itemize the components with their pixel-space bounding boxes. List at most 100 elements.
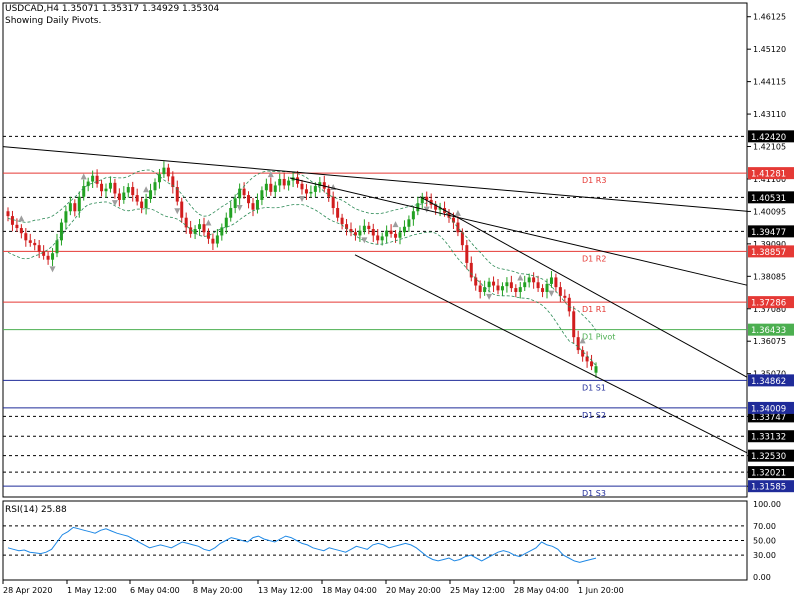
rsi-line	[7, 526, 597, 563]
candle-body	[157, 174, 161, 183]
price-badge	[748, 130, 794, 143]
main-panel-frame	[2, 2, 748, 498]
fractal-up-marker	[579, 337, 586, 344]
candle-body	[407, 219, 411, 227]
candle-body	[353, 232, 357, 236]
candle-body	[162, 167, 166, 175]
candle-body	[478, 285, 482, 292]
candle-body	[251, 203, 255, 210]
candle-body	[545, 283, 549, 292]
candle-body	[460, 232, 464, 246]
candle-body	[135, 195, 139, 202]
candle-body	[229, 208, 233, 218]
candle-body	[572, 311, 576, 338]
candle-body	[425, 196, 429, 200]
candle-body	[304, 189, 308, 194]
fractal-down-marker	[299, 195, 305, 202]
fractal-up-marker	[454, 209, 461, 216]
pivot-level-label: D1 S2	[582, 411, 606, 420]
candle-body	[10, 216, 14, 225]
candle-body	[340, 217, 344, 225]
candle-body	[28, 240, 32, 243]
candle-body	[536, 282, 540, 289]
price-badge	[748, 167, 794, 180]
price-badge	[748, 480, 794, 493]
candle-body	[122, 192, 126, 200]
candle-body	[563, 295, 567, 298]
candle-body	[500, 286, 504, 291]
candle-body	[527, 277, 531, 283]
candle-body	[260, 190, 264, 200]
candle-body	[594, 366, 598, 373]
candle-body	[327, 188, 331, 197]
time-axis-label: 28 May 04:00	[514, 586, 569, 595]
candle-body	[206, 232, 210, 239]
candle-body	[456, 222, 460, 233]
price-badge	[748, 449, 794, 462]
price-badge	[748, 225, 794, 238]
fractal-down-marker	[236, 205, 243, 212]
candle-body	[59, 222, 63, 241]
candle-body	[518, 287, 522, 292]
candle-body	[95, 175, 99, 184]
candle-body	[37, 245, 41, 252]
price-badge	[748, 296, 794, 309]
price-axis-label: 1.37080	[753, 305, 786, 314]
candle-body	[278, 178, 282, 186]
candle-body	[451, 217, 455, 223]
time-axis-label: 20 May 20:00	[386, 586, 441, 595]
rsi-axis-label: 50.00	[753, 537, 776, 546]
fractal-down-marker	[174, 208, 181, 215]
time-axis-label: 13 May 12:00	[258, 586, 313, 595]
candle-body	[358, 230, 362, 236]
candle-body	[287, 180, 291, 186]
price-badge-label: 1.34009	[751, 404, 786, 414]
price-badge-label: 1.37286	[751, 299, 786, 309]
bollinger-upper-band	[7, 169, 597, 331]
fractal-up-marker	[392, 221, 399, 228]
candle-body	[549, 277, 553, 284]
candle-body	[420, 196, 424, 204]
price-badge	[748, 430, 794, 443]
price-axis-label: 1.39090	[753, 240, 786, 249]
candle-body	[336, 208, 340, 218]
candle-body	[492, 281, 496, 286]
price-axis-label: 1.38085	[753, 272, 786, 281]
candle-body	[19, 228, 23, 234]
candle-body	[68, 203, 72, 212]
candle-body	[166, 167, 170, 177]
candle-body	[483, 287, 487, 292]
fractal-up-marker	[80, 173, 87, 180]
candle-body	[371, 229, 375, 236]
candle-body	[242, 188, 246, 196]
fractal-down-marker	[486, 293, 493, 300]
candle-body	[220, 227, 224, 236]
candle-body	[496, 285, 500, 291]
candle-body	[362, 225, 366, 231]
candle-body	[273, 185, 277, 192]
pivot-level-label: D1 S3	[582, 489, 606, 498]
candle-body	[411, 211, 415, 220]
price-badge-label: 1.31585	[751, 483, 786, 493]
candle-body	[46, 255, 50, 260]
candle-body	[126, 187, 130, 193]
candle-body	[6, 211, 10, 217]
candle-body	[514, 288, 518, 292]
candle-body	[144, 198, 148, 209]
candle-body	[345, 224, 349, 230]
price-axis-label: 1.42105	[753, 143, 786, 152]
candle-body	[104, 188, 108, 192]
candle-body	[175, 187, 179, 202]
pivot-level-label: D1 R3	[582, 176, 606, 185]
candle-body	[86, 181, 90, 187]
candle-body	[296, 177, 300, 184]
price-badge	[748, 401, 794, 414]
candle-body	[523, 282, 527, 288]
chart-subtitle: Showing Daily Pivots.	[5, 16, 102, 26]
rsi-axis-label: 30.00	[753, 551, 776, 560]
candle-body	[33, 242, 37, 246]
time-axis-label: 25 May 12:00	[450, 586, 505, 595]
candle-body	[509, 282, 513, 289]
